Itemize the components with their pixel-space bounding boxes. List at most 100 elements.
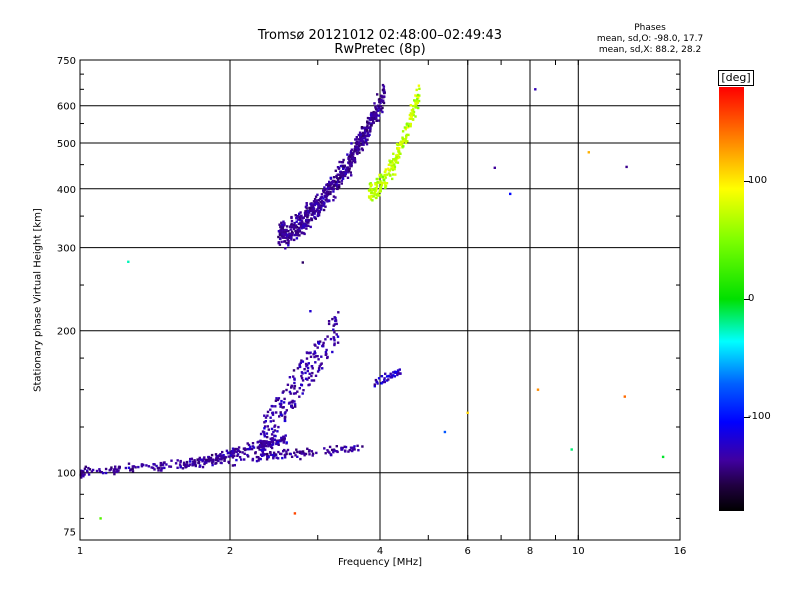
trace-point: [294, 229, 297, 232]
trace-point: [300, 227, 303, 230]
trace-point: [404, 128, 407, 131]
trace-point: [273, 438, 276, 441]
trace-point: [341, 177, 345, 180]
trace-point: [309, 207, 313, 210]
trace-point: [375, 177, 378, 181]
trace-point: [193, 459, 196, 462]
trace-point: [80, 476, 83, 479]
trace-point: [375, 185, 379, 188]
trace-point: [215, 461, 218, 465]
trace-point: [348, 160, 351, 164]
trace-point: [207, 459, 211, 463]
trace-point: [324, 452, 327, 455]
trace-point: [279, 411, 282, 414]
trace-point: [340, 179, 344, 182]
trace-point: [385, 173, 388, 176]
trace-point: [276, 457, 280, 460]
trace-point: [322, 341, 325, 345]
scattered-point: [99, 517, 102, 520]
trace-point: [401, 140, 404, 144]
trace-point: [159, 469, 163, 472]
trace-point: [315, 202, 318, 205]
trace-point: [183, 463, 186, 466]
trace-point: [301, 224, 305, 227]
trace-point: [275, 441, 278, 444]
trace-point: [322, 343, 325, 347]
trace-point: [296, 214, 299, 218]
trace-point: [196, 458, 199, 461]
phase-info-heading: Phases: [634, 23, 666, 33]
trace-point: [352, 152, 355, 155]
trace-point: [156, 466, 160, 470]
trace-point: [223, 457, 226, 460]
trace-point: [372, 192, 375, 195]
trace-point: [376, 382, 379, 385]
trace-point: [79, 474, 82, 477]
trace-point: [346, 153, 349, 156]
trace-point: [315, 199, 318, 202]
trace-point: [361, 148, 364, 152]
scattered-point: [661, 455, 665, 459]
trace-point: [372, 114, 375, 118]
trace-point: [285, 441, 288, 444]
trace-point: [104, 471, 108, 475]
trace-point: [272, 419, 275, 422]
trace-point: [306, 213, 309, 216]
trace-point: [301, 372, 304, 375]
trace-point: [367, 195, 371, 198]
trace-point: [282, 435, 285, 438]
trace-point: [384, 170, 387, 173]
trace-point: [227, 451, 230, 454]
trace-point: [293, 233, 297, 237]
trace-point: [259, 445, 262, 448]
trace-point: [295, 217, 298, 220]
trace-point: [127, 462, 131, 465]
trace-point: [322, 190, 325, 194]
trace-point: [231, 452, 234, 455]
trace-point: [357, 143, 361, 146]
trace-point: [314, 195, 318, 198]
trace-point: [372, 110, 375, 114]
trace-point: [305, 357, 309, 360]
trace-point: [269, 416, 272, 419]
y-tick-label: 75: [63, 528, 76, 539]
trace-point: [384, 168, 387, 171]
trace-point: [331, 448, 334, 452]
trace-point: [344, 445, 348, 449]
trace-point: [294, 454, 297, 457]
trace-point: [332, 195, 336, 198]
trace-point: [305, 207, 308, 210]
trace-point: [117, 469, 120, 472]
trace-point: [416, 100, 419, 103]
trace-point: [264, 453, 267, 456]
trace-point: [211, 461, 214, 464]
trace-point: [342, 167, 345, 170]
trace-point: [276, 430, 279, 433]
trace-point: [207, 457, 210, 460]
trace-point: [267, 442, 270, 445]
trace-point: [349, 151, 352, 154]
trace-point: [244, 448, 248, 451]
trace-point: [137, 465, 140, 469]
trace-point: [379, 187, 383, 190]
trace-point: [313, 215, 316, 219]
trace-point: [300, 231, 303, 235]
trace-point: [165, 463, 168, 466]
trace-point: [327, 190, 330, 194]
trace-point: [379, 180, 382, 183]
trace-point: [331, 317, 334, 321]
phase-info-o: mean, sd,O: -98.0, 17.7: [596, 34, 704, 44]
trace-point: [174, 462, 178, 465]
trace-point: [306, 366, 310, 370]
trace-point: [338, 185, 341, 188]
trace-point: [373, 102, 376, 105]
trace-point: [341, 448, 344, 451]
trace-point: [381, 175, 385, 178]
trace-point: [265, 458, 269, 461]
trace-point: [271, 413, 275, 416]
trace-point: [279, 405, 282, 408]
trace-point: [369, 113, 373, 116]
trace-point: [290, 238, 293, 241]
trace-point: [237, 446, 241, 449]
trace-point: [262, 449, 265, 452]
